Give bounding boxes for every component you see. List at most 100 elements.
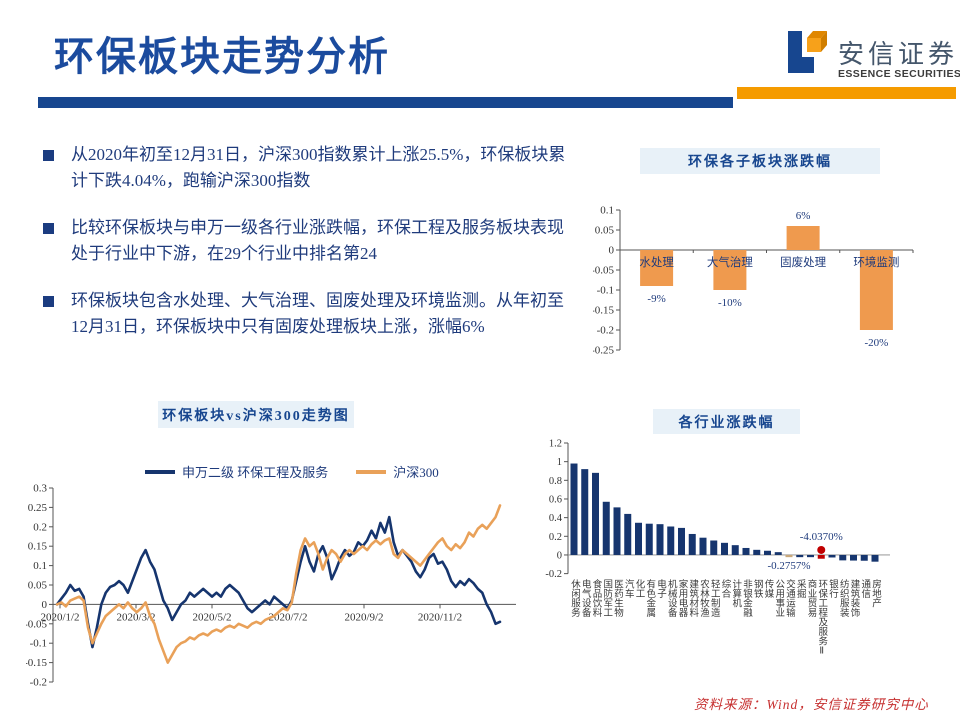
category-label: 固废处理 [780, 255, 826, 269]
industry-label-环保工程及服务Ⅱ: 环保工程及服务Ⅱ [816, 579, 827, 657]
y-tick-label: -0.25 [593, 345, 614, 357]
y-tick-label: -0.05 [26, 618, 47, 630]
bar-交通运输 [785, 554, 793, 558]
company-logo: 安信证券 ESSENCE SECURITIES [781, 28, 960, 80]
bar-食品饮料 [592, 472, 599, 555]
y-tick-label: 1 [557, 457, 562, 468]
bar-水处理 [640, 250, 674, 286]
industry-label-钢铁: 钢铁 [751, 579, 762, 598]
value-label: 6% [796, 210, 811, 222]
bar-医药生物 [613, 507, 621, 555]
red-dot-marker [817, 545, 826, 554]
bar-家用电器 [678, 527, 685, 555]
x-tick-label: 2020/11/2 [418, 611, 462, 623]
legend-label: 申万二级 环保工程及服务 [182, 465, 329, 480]
bullet-text: 比较环保板块与申万一级各行业涨跌幅，环保工程及服务板块表现处于行业中下游，在29… [71, 218, 564, 263]
bar-非银金融 [742, 547, 750, 555]
industry-label-化工: 化工 [633, 579, 644, 598]
y-tick-label: 0.6 [549, 494, 562, 505]
bullet-item: 比较环保板块与申万一级各行业涨跌幅，环保工程及服务板块表现处于行业中下游，在29… [40, 215, 572, 267]
bar-农林牧渔 [699, 537, 707, 555]
legend-item-huanbao: 申万二级 环保工程及服务 [145, 462, 328, 481]
y-tick-label: 0 [42, 599, 48, 611]
value-label: -9% [647, 293, 665, 305]
y-tick-label: 0 [609, 245, 615, 257]
bullet-list: 从2020年初至12月31日，沪深300指数累计上涨25.5%，环保板块累计下跌… [40, 142, 572, 361]
bar-建筑材料 [688, 533, 696, 555]
bar-房地产 [871, 554, 879, 562]
industry-label-采掘: 采掘 [794, 579, 805, 598]
industry-label-综合: 综合 [719, 579, 730, 598]
chart-title-trend: 环保板块vs沪深300走势图 [158, 401, 354, 428]
industry-label-纺织服装: 纺织服装 [837, 579, 848, 617]
bar-纺织服装 [839, 554, 847, 561]
bar-机械设备 [667, 526, 675, 555]
x-tick-label: 2020/9/2 [344, 611, 383, 623]
y-tick-label: 0.25 [28, 502, 48, 514]
legend-label: 沪深300 [393, 465, 439, 480]
bar-通信 [860, 554, 868, 561]
y-tick-label: -0.2 [30, 677, 47, 689]
series-line-申万二级 环保工程及服务 [55, 515, 502, 649]
y-tick-label: 0 [557, 550, 562, 561]
bullet-square-icon [43, 150, 54, 161]
industry-label-房地产: 房地产 [870, 579, 880, 608]
y-tick-label: 0.4 [549, 513, 563, 524]
bar-电子 [656, 524, 664, 555]
bullet-item: 从2020年初至12月31日，沪深300指数累计上涨25.5%，环保板块累计下跌… [40, 142, 572, 194]
series-line-沪深300 [55, 504, 502, 664]
industry-label-建筑材料: 建筑材料 [687, 579, 698, 617]
category-label: 环境监测 [853, 255, 899, 269]
industry-label-汽车: 汽车 [622, 579, 633, 598]
bar-钢铁 [753, 549, 761, 555]
y-tick-label: 1.2 [549, 439, 562, 450]
category-label: 水处理 [639, 256, 674, 269]
bar-计算机 [731, 545, 739, 555]
bar-公用事业 [774, 552, 782, 555]
logo-cube-front [807, 38, 821, 52]
bar-传媒 [764, 550, 771, 555]
industry-label-银行: 银行 [827, 579, 837, 598]
logo-blue-bracket [788, 31, 814, 73]
bar-国防军工 [602, 501, 610, 555]
x-tick-label: 2020/5/2 [192, 611, 231, 623]
annotation-below: -0.2757% [767, 560, 810, 572]
y-tick-label: -0.15 [26, 657, 47, 669]
subsector-bar-chart: 0.1 0.05 0 -0.05 -0.1 -0.15 -0.2 -0.25 水处理 大气治理 固废… [593, 205, 914, 357]
industry-label-公用事业: 公用事业 [773, 579, 784, 617]
bar-商业贸易 [807, 554, 814, 558]
industry-label-电气设备: 电气设备 [579, 579, 590, 617]
bar-采掘 [796, 554, 804, 558]
chart-title-subsector: 环保各子板块涨跌幅 [640, 148, 880, 174]
y-tick-label: 0.2 [33, 521, 47, 533]
source-note: 资料来源：Wind，安信证券研究中心 [694, 697, 929, 712]
industry-label-休闲服务: 休闲服务 [569, 579, 579, 617]
y-tick-label: 0.8 [549, 476, 562, 487]
orange-divider-bar [737, 87, 956, 99]
y-tick-label: 0.15 [28, 541, 48, 553]
bullet-text: 从2020年初至12月31日，沪深300指数累计上涨25.5%，环保板块累计下跌… [71, 145, 566, 190]
y-tick-label: 0.05 [28, 580, 48, 592]
y-tick-label: -0.05 [593, 265, 614, 277]
y-tick-label: 0.1 [33, 560, 47, 572]
bar-轻工制造 [710, 540, 718, 555]
logo-name-cn: 安信证券 [838, 39, 959, 69]
x-tick-label: 2020/7/2 [268, 611, 307, 623]
x-tick-label: 2020/1/2 [40, 611, 79, 623]
bar-化工 [635, 522, 642, 555]
blue-divider-bar [38, 97, 733, 108]
industry-label-传媒: 传媒 [762, 579, 773, 598]
industry-label-电子: 电子 [655, 579, 665, 598]
industry-label-有色金属: 有色金属 [644, 579, 655, 617]
industry-label-家用电器: 家用电器 [676, 579, 687, 617]
y-tick-label: 0.05 [595, 225, 615, 237]
bar-环保工程及服务Ⅱ [817, 554, 825, 559]
industry-label-交通运输: 交通运输 [784, 579, 794, 617]
chart-title-industry: 各行业涨跌幅 [653, 409, 800, 434]
x-tick-label: 2020/3/2 [116, 611, 155, 623]
y-tick-label: 0.3 [33, 483, 47, 495]
industry-label-计算机: 计算机 [730, 579, 741, 608]
industry-label-非银金融: 非银金融 [741, 579, 751, 617]
y-tick-label: -0.2 [597, 325, 614, 337]
